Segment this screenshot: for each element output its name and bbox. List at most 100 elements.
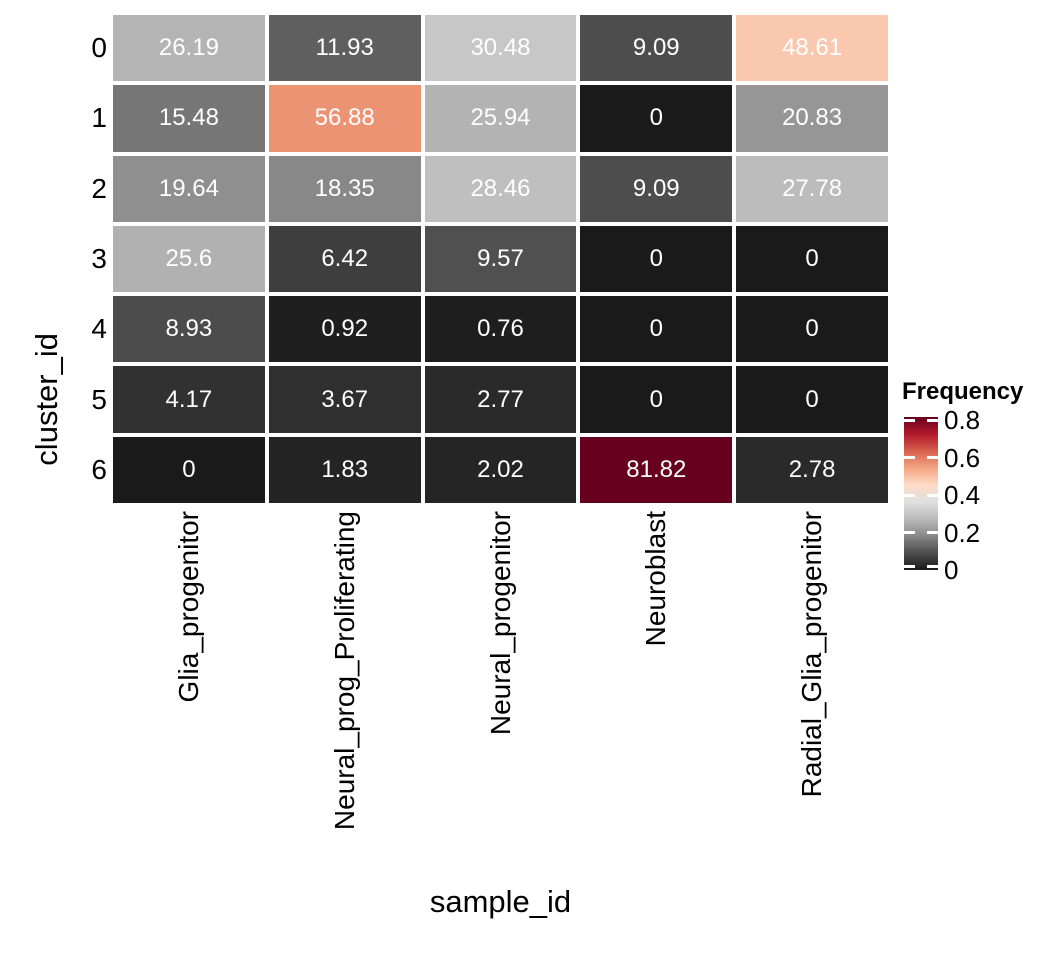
heatmap-cell: 0 — [736, 225, 888, 293]
heatmap-cell: 15.48 — [113, 85, 265, 152]
cell-value: 48.61 — [782, 34, 843, 62]
cell-value: 30.48 — [470, 34, 531, 62]
cell-value: 0 — [805, 315, 819, 343]
heatmap-cell: 56.88 — [268, 85, 421, 152]
x-tick-label: Neuroblast — [640, 511, 672, 647]
legend-tick-mark — [904, 493, 915, 497]
y-tick-label: 2 — [91, 172, 107, 204]
heatmap-cell: 20.83 — [736, 85, 888, 152]
legend-colorbar — [904, 417, 938, 570]
heatmap-cell: 0 — [580, 296, 733, 363]
legend-tick-label: 0.6 — [944, 442, 981, 473]
cell-value: 18.35 — [314, 174, 375, 202]
cell-value: 2.77 — [477, 385, 524, 413]
heatmap-cell: 9.09 — [580, 155, 733, 222]
legend-tick-label: 0.2 — [944, 517, 981, 548]
cell-value: 15.48 — [158, 104, 219, 132]
cell-value: 0 — [182, 455, 196, 483]
cell-value: 8.93 — [165, 315, 213, 343]
heatmap-cell: 2.78 — [736, 436, 888, 503]
heatmap-cell: 26.19 — [113, 15, 265, 82]
y-tick-label: 6 — [91, 453, 107, 485]
heatmap-cell: 0.92 — [268, 296, 421, 363]
cell-value: 56.88 — [314, 104, 375, 132]
cell-value: 2.78 — [788, 455, 836, 483]
legend-tick-label: 0.8 — [944, 405, 981, 436]
cell-value: 81.82 — [626, 455, 687, 483]
heatmap-cell: 8.93 — [113, 296, 265, 363]
x-tick-label: Glia_progenitor — [172, 511, 204, 703]
cell-value: 0 — [805, 244, 819, 272]
cell-value: 9.57 — [477, 244, 524, 272]
heatmap-cell: 25.94 — [424, 85, 577, 152]
y-tick-label: 4 — [91, 313, 107, 345]
y-tick-label: 0 — [91, 32, 107, 64]
cell-value: 20.83 — [782, 104, 843, 132]
heatmap-cell: 0 — [736, 366, 888, 433]
heatmap-cell: 0 — [580, 225, 733, 293]
x-axis-title: sample_id — [429, 884, 572, 919]
heatmap-cell: 25.6 — [113, 225, 265, 293]
cell-value: 2.02 — [477, 455, 524, 483]
cell-value: 1.83 — [321, 455, 369, 483]
heatmap-cell: 48.61 — [736, 15, 888, 82]
cell-value: 26.19 — [158, 34, 219, 62]
heatmap-cell: 0.76 — [424, 296, 577, 363]
legend-tick-label: 0 — [944, 555, 959, 585]
cell-value: 0.92 — [321, 315, 369, 343]
cell-value: 25.94 — [470, 104, 531, 132]
legend-tick-label: 0.4 — [944, 480, 981, 511]
heatmap-cell: 0 — [113, 436, 265, 503]
legend-tick-mark — [904, 456, 915, 460]
legend-tick-mark — [927, 418, 938, 422]
cell-value: 9.09 — [632, 174, 680, 202]
cell-value: 4.17 — [165, 385, 213, 413]
heatmap-grid: 26.19 11.93 30.48 9.09 48.61 15.48 56.88 25.94 0… — [113, 15, 888, 503]
heatmap-cell: 0 — [736, 296, 888, 363]
legend-title: Frequency — [902, 378, 1024, 405]
x-tick-label: Neural_prog_Proliferating — [328, 511, 360, 831]
heatmap-cell: 27.78 — [736, 155, 888, 222]
heatmap-cell: 2.77 — [424, 366, 577, 433]
y-tick-label: 5 — [91, 383, 107, 415]
heatmap-cell: 11.93 — [268, 15, 421, 82]
cell-value: 0 — [649, 315, 663, 343]
cell-value: 25.6 — [165, 244, 213, 272]
cell-value: 0 — [649, 104, 663, 132]
heatmap-cell: 2.02 — [424, 436, 577, 503]
cell-value: 0.76 — [477, 315, 524, 343]
legend-tick-mark — [904, 531, 915, 535]
cell-value: 0 — [805, 385, 819, 413]
heatmap-cell: 81.82 — [580, 436, 733, 503]
legend-tick-mark — [927, 493, 938, 497]
heatmap-cell: 30.48 — [424, 15, 577, 82]
cell-value: 19.64 — [158, 174, 219, 202]
cell-value: 11.93 — [315, 34, 374, 62]
legend-tick-mark — [927, 456, 938, 460]
heatmap-cell: 3.67 — [268, 366, 421, 433]
cell-value: 28.46 — [470, 174, 531, 202]
legend-tick-mark — [904, 564, 915, 568]
heatmap-cell: 9.09 — [580, 15, 733, 82]
heatmap-cell: 6.42 — [268, 225, 421, 293]
x-tick-label: Neural_progenitor — [484, 511, 516, 736]
y-tick-label: 1 — [91, 102, 107, 134]
cell-value: 0 — [649, 385, 663, 413]
cell-value: 3.67 — [321, 385, 369, 413]
heatmap-cell: 9.57 — [424, 225, 577, 293]
legend-tick-mark — [904, 418, 915, 422]
x-tick-label: Radial_Glia_progenitor — [796, 511, 828, 798]
heatmap-cell: 19.64 — [113, 155, 265, 222]
heatmap-cell: 4.17 — [113, 366, 265, 433]
cell-value: 0 — [649, 244, 663, 272]
heatmap-cell: 1.83 — [268, 436, 421, 503]
legend-tick-mark — [927, 531, 938, 535]
heatmap-cell: 0 — [580, 85, 733, 152]
y-axis-title: cluster_id — [29, 333, 64, 466]
cell-value: 6.42 — [321, 244, 369, 272]
cell-value: 9.09 — [632, 34, 680, 62]
legend-tick-mark — [927, 564, 938, 568]
heatmap-cell: 18.35 — [268, 155, 421, 222]
cell-value: 27.78 — [782, 174, 843, 202]
heatmap-cell: 0 — [580, 366, 733, 433]
